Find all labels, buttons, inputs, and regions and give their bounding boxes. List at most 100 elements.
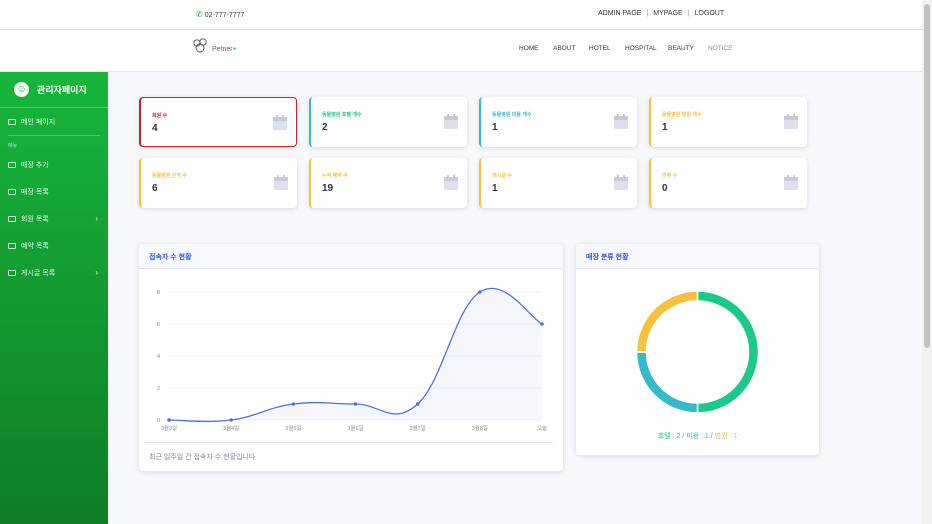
visitor-chart-footer: 최근 일주일 간 접속자 수 현황입니다 <box>149 454 256 461</box>
stat-value: 6 <box>152 183 158 194</box>
stat-card-hotel: 동물병원 호텔 개수 2 <box>309 97 467 147</box>
table-icon <box>8 188 16 195</box>
dashboard-icon <box>8 118 16 125</box>
calendar-icon <box>614 175 628 190</box>
sidebar-item-label: 예약 목록 <box>21 242 49 250</box>
stat-label: 회원 수 <box>152 113 168 119</box>
data-point[interactable] <box>291 402 296 406</box>
stat-card-members: 회원 수 4 <box>139 97 297 147</box>
x-tick-label: 3월3일 <box>161 424 177 432</box>
x-tick-label: 3월5일 <box>285 424 301 432</box>
data-point[interactable] <box>353 402 358 406</box>
stat-value: 19 <box>322 183 334 194</box>
sidebar-item-label: 회원 목록 <box>21 215 49 223</box>
logout-link[interactable]: LOGOUT <box>694 10 725 17</box>
main-nav: HOME ABOUT HOTEL HOSPITAL BEAUTY NOTICE <box>519 45 738 52</box>
logo-text: Petner+ <box>212 45 237 53</box>
stat-label: 동물병원 호텔 개수 <box>322 112 362 118</box>
admin-page-link[interactable]: ADMIN PAGE <box>598 10 642 17</box>
nav-beauty[interactable]: BEAUTY <box>668 45 695 52</box>
calendar-icon <box>273 115 287 130</box>
top-bar: ✆ 02-777-7777 ADMIN PAGE | MYPAGE | LOGOU… <box>0 0 922 30</box>
stat-label: 누적 예약 수 <box>322 173 348 179</box>
nav-hotel[interactable]: HOTEL <box>589 45 611 52</box>
sidebar-brand[interactable]: ☺ 관리자페이지 <box>0 72 108 108</box>
store-category-title: 매장 분류 현황 <box>576 244 819 269</box>
y-tick-label: 8 <box>157 290 160 296</box>
table-icon <box>8 215 16 222</box>
y-tick-label: 6 <box>157 322 160 328</box>
legend-separator: / <box>708 433 715 440</box>
smile-icon: ☺ <box>14 82 29 97</box>
nav-hospital[interactable]: HOSPITAL <box>625 45 657 52</box>
visitor-chart-title: 접속자 수 현황 <box>139 244 563 269</box>
chevron-right-icon: › <box>95 214 98 223</box>
site-logo[interactable]: Petner+ <box>192 38 237 54</box>
nav-notice[interactable]: NOTICE <box>708 45 733 52</box>
stat-value: 4 <box>152 123 158 134</box>
sidebar-item-add-store[interactable]: 매장 추가 <box>0 151 108 178</box>
stat-card-posts: 게시글 수 1 <box>479 158 637 208</box>
phone-icon: ✆ <box>196 10 203 19</box>
donut-slice[interactable] <box>696 290 760 414</box>
y-tick-label: 2 <box>157 386 160 392</box>
sidebar-item-store-list[interactable]: 매장 목록 <box>0 178 108 205</box>
sidebar-item-post-list[interactable]: 게시글 목록 › <box>0 259 108 286</box>
store-category-panel: 매장 분류 현황 호텔 : 2 / 미용 : 1 / 병원 : 1 <box>576 244 819 455</box>
table-icon <box>8 161 16 168</box>
donut-legend: 호텔 : 2 / 미용 : 1 / 병원 : 1 <box>576 431 819 441</box>
calendar-icon <box>784 175 798 190</box>
y-tick-label: 4 <box>157 354 160 360</box>
stat-label: 리뷰 수 <box>662 173 678 179</box>
donut-slice[interactable] <box>635 290 699 353</box>
stat-card-nearby: 동물병원 근처 수 6 <box>139 158 297 208</box>
main-navbar: Petner+ HOME ABOUT HOTEL HOSPITAL BEAUTY… <box>0 30 922 72</box>
visitor-chart-panel: 접속자 수 현황 0 2 4 6 8 3월3일 3월4일 3월5일 3월6일 3월7일 3월8일 오늘… <box>139 244 563 471</box>
sidebar-item-label: 매장 목록 <box>21 188 49 196</box>
donut-slice[interactable] <box>635 351 699 414</box>
visitor-line-chart: 0 2 4 6 8 3월3일 3월4일 3월5일 3월6일 3월7일 3월8일 오늘 <box>157 287 547 432</box>
nav-about[interactable]: ABOUT <box>553 45 576 52</box>
sidebar-item-reservation-list[interactable]: 예약 목록 <box>0 232 108 259</box>
data-point[interactable] <box>415 402 420 406</box>
store-category-donut-chart <box>635 290 760 414</box>
data-point[interactable] <box>540 322 544 326</box>
y-tick-label: 0 <box>157 418 160 424</box>
stat-label: 게시글 수 <box>492 173 512 179</box>
calendar-icon <box>444 175 458 190</box>
legend-beauty: 미용 : 1 <box>686 433 709 440</box>
phone-number: ✆ 02-777-7777 <box>196 10 244 19</box>
link-separator: | <box>687 10 690 17</box>
legend-hotel: 호텔 : 2 <box>657 433 681 440</box>
data-point[interactable] <box>229 418 233 422</box>
nav-home[interactable]: HOME <box>519 45 539 52</box>
sidebar-item-member-list[interactable]: 회원 목록 › <box>0 205 108 232</box>
sidebar-item-dashboard[interactable]: 메인 페이지 <box>0 108 108 135</box>
mypage-link[interactable]: MYPAGE <box>653 10 683 17</box>
legend-hospital: 병원 : 1 <box>714 433 738 440</box>
chevron-right-icon: › <box>95 268 98 277</box>
panel-divider <box>145 442 553 443</box>
paw-logo-icon <box>193 38 207 53</box>
stat-card-hospital: 동물병원 병원 개수 1 <box>649 97 807 147</box>
sidebar-heading: 메뉴 <box>8 143 18 149</box>
x-tick-label: 3월4일 <box>223 424 239 432</box>
stat-value: 1 <box>662 122 668 133</box>
admin-sidebar: ☺ 관리자페이지 메인 페이지 메뉴 매장 추가 매장 목록 회원 목록 › 예… <box>0 72 108 524</box>
top-links: ADMIN PAGE | MYPAGE | LOGOUT <box>598 10 724 17</box>
x-tick-label: 3월8일 <box>472 424 488 432</box>
legend-separator: / <box>680 433 687 440</box>
stat-value: 2 <box>322 122 328 133</box>
scrollbar-thumb[interactable] <box>924 4 930 348</box>
data-point[interactable] <box>478 290 482 294</box>
x-tick-label: 3월7일 <box>410 424 426 432</box>
sidebar-item-label: 메인 페이지 <box>21 118 56 126</box>
stat-label: 동물병원 병원 개수 <box>662 112 702 118</box>
table-icon <box>8 269 16 276</box>
stat-label: 동물병원 미용 개수 <box>492 112 532 118</box>
page-scrollbar[interactable] <box>922 0 932 524</box>
phone-text: 02-777-7777 <box>204 12 245 19</box>
data-point[interactable] <box>167 418 171 422</box>
stat-value: 0 <box>662 183 668 194</box>
stat-value: 1 <box>492 122 498 133</box>
